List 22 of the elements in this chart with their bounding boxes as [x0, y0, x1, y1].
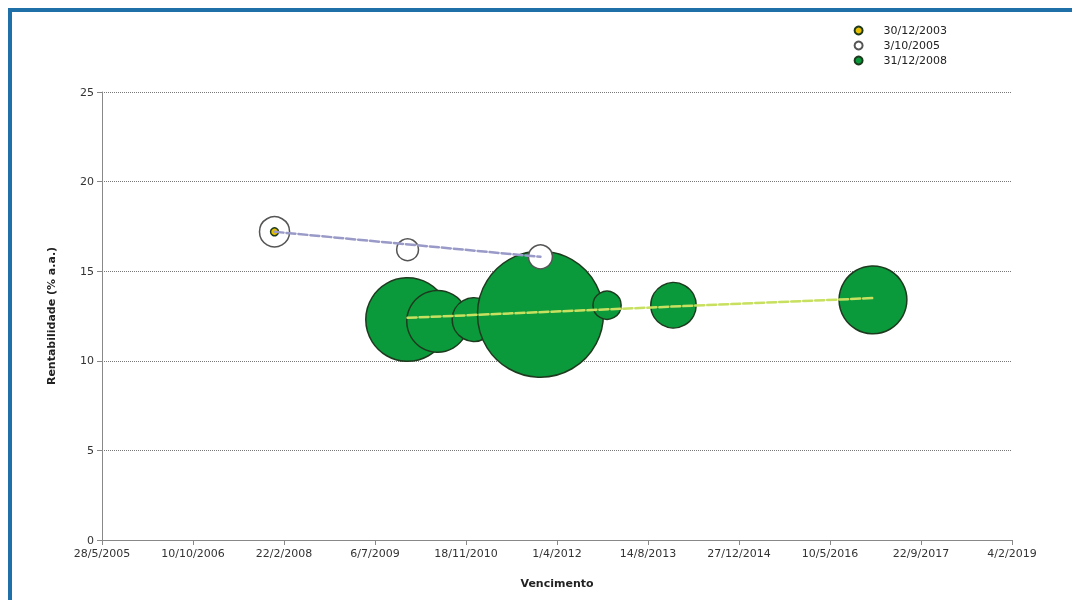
x-tick-label: 22/9/2017	[892, 547, 950, 560]
x-tick-label: 28/5/2005	[73, 547, 131, 560]
legend-label: 3/10/2005	[883, 39, 941, 52]
y-tick-label: 0	[87, 533, 94, 547]
x-tick-label: 18/11/2010	[434, 547, 498, 560]
legend-label: 31/12/2008	[883, 54, 948, 67]
y-tick-label: 15	[80, 264, 94, 278]
x-tick-label: 4/2/2019	[987, 547, 1037, 560]
x-tick-label: 22/2/2008	[255, 547, 313, 560]
legend-label: 30/12/2003	[883, 24, 948, 37]
x-tick-label: 1/4/2012	[532, 547, 582, 560]
x-tick-label: 27/12/2014	[707, 547, 771, 560]
x-tick-label: 14/8/2013	[619, 547, 677, 560]
y-tick-label: 25	[80, 85, 94, 99]
y-tick-label: 10	[80, 354, 94, 368]
x-tick-label: 6/7/2009	[350, 547, 400, 560]
y-tick-label: 20	[80, 175, 94, 189]
y-axis-title: Rentabilidade (% a.a.)	[45, 246, 58, 386]
y-tick-label: 5	[87, 443, 94, 457]
x-tick-label: 10/10/2006	[161, 547, 225, 560]
x-axis-title: Vencimento	[520, 577, 594, 590]
x-tick-label: 10/5/2016	[801, 547, 859, 560]
